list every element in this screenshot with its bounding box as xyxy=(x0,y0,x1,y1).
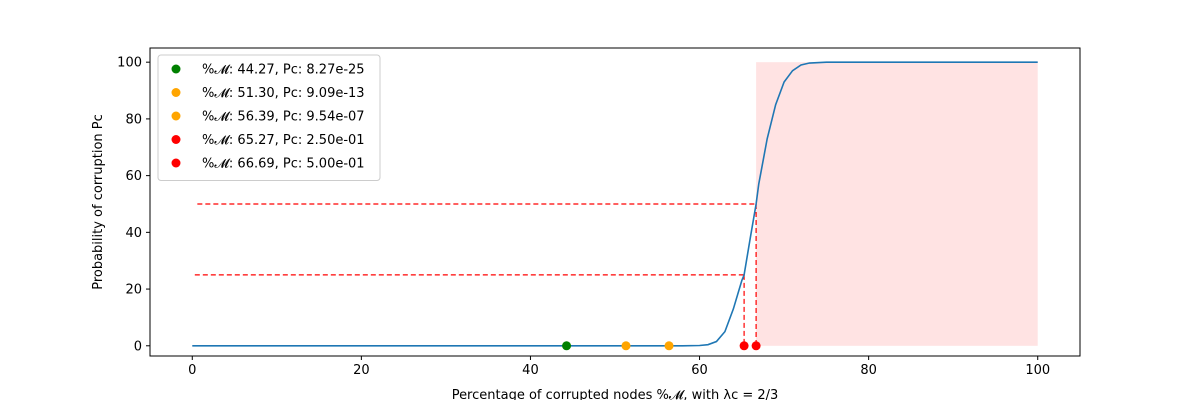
x-axis-label: Percentage of corrupted nodes %𝓜, with λ… xyxy=(452,388,779,400)
legend-marker xyxy=(171,111,181,121)
data-point xyxy=(751,341,761,351)
legend-label: %𝓜: 56.39, Pc: 9.54e-07 xyxy=(202,110,365,125)
legend-label: %𝓜: 65.27, Pc: 2.50e-01 xyxy=(202,133,365,148)
legend-label: %𝓜: 51.30, Pc: 9.09e-13 xyxy=(202,86,365,101)
curve-layer xyxy=(192,61,1038,347)
x-tick-label: 0 xyxy=(188,363,196,378)
legend-marker xyxy=(171,135,181,144)
points-layer xyxy=(562,341,761,351)
x-ticks: 0 20 40 60 80 100 xyxy=(188,356,1050,378)
legend-marker xyxy=(171,88,181,97)
data-point xyxy=(562,341,572,351)
legend-marker xyxy=(171,158,181,168)
legend-label: %𝓜: 66.69, Pc: 5.00e-01 xyxy=(202,157,365,172)
probability-curve xyxy=(192,61,1038,347)
x-tick-label: 40 xyxy=(522,363,539,378)
legend-label: %𝓜: 44.27, Pc: 8.27e-25 xyxy=(202,63,365,78)
y-axis-label: Probability of corruption Pc xyxy=(91,114,106,290)
y-tick-label: 40 xyxy=(125,226,142,241)
legend-marker xyxy=(171,64,181,74)
y-tick-label: 0 xyxy=(134,339,142,354)
y-ticks: 0 20 40 60 80 100 xyxy=(117,56,150,354)
x-tick-label: 20 xyxy=(353,363,370,378)
shaded-region xyxy=(756,62,1038,346)
reference-lines-layer xyxy=(194,203,757,346)
x-tick-label: 80 xyxy=(860,363,877,378)
y-tick-label: 60 xyxy=(125,169,142,184)
y-tick-label: 80 xyxy=(125,112,142,127)
shaded-region-layer xyxy=(756,62,1038,346)
plot-frame xyxy=(149,47,1081,357)
legend-box xyxy=(157,54,381,181)
y-tick-label: 20 xyxy=(125,283,142,298)
data-point xyxy=(664,341,674,351)
y-tick-label: 100 xyxy=(117,56,142,71)
data-point xyxy=(739,341,749,351)
data-point xyxy=(621,341,631,351)
x-tick-label: 60 xyxy=(691,363,708,378)
x-tick-label: 100 xyxy=(1025,363,1050,378)
legend: %𝓜: 44.27, Pc: 8.27e-25 %𝓜: 51.30, Pc: 9.… xyxy=(157,54,381,181)
